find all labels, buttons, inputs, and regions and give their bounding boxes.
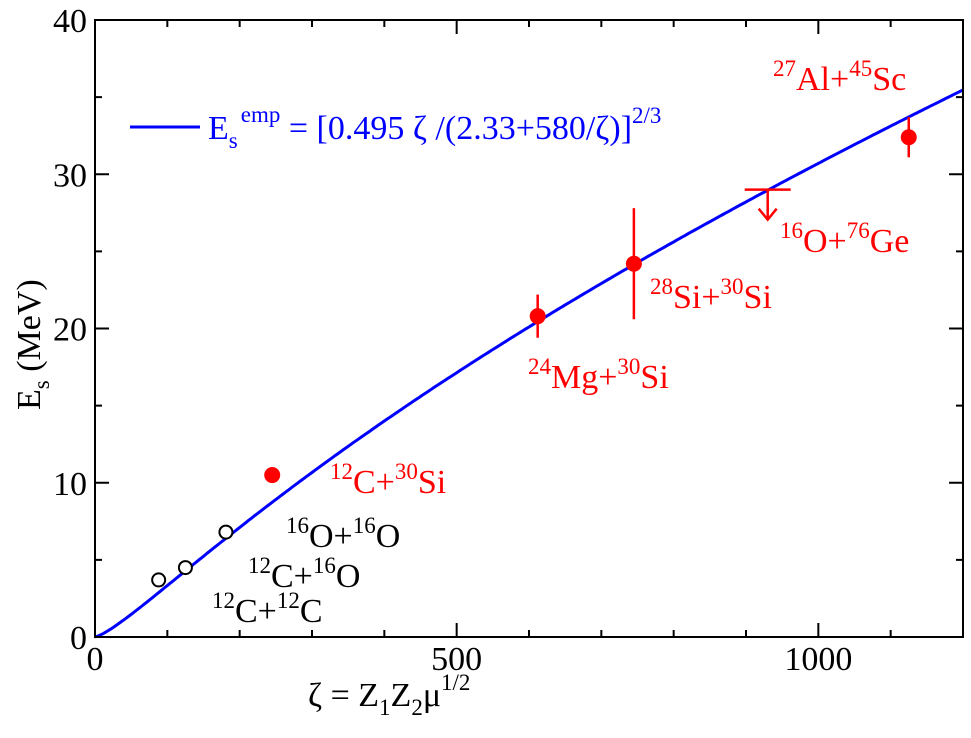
legend-formula: = [0.495 ζ /(2.33+580/ζ)] — [280, 110, 632, 147]
legend: Esemp = [0.495 ζ /(2.33+580/ζ)]2/3 — [130, 102, 661, 153]
upper-limit-arrowhead — [757, 207, 778, 222]
data-point-filled — [264, 467, 281, 484]
data-point-filled — [625, 255, 642, 272]
data-point-open — [151, 572, 167, 588]
x-title-sup: 1/2 — [441, 670, 470, 695]
y-axis-title: Es (MeV) — [11, 279, 54, 410]
data-point-filled — [900, 129, 917, 146]
legend-sub: s — [229, 128, 238, 153]
point-label: 16O+16O — [286, 513, 400, 555]
legend-text: Esemp = [0.495 ζ /(2.33+580/ζ)]2/3 — [208, 102, 661, 153]
x-title-mu: μ — [423, 677, 441, 714]
legend-sup: emp — [241, 102, 281, 127]
legend-prefix: E — [208, 110, 229, 147]
x-tick-label: 1000 — [784, 641, 852, 678]
upper-limit-label: 16O+76Ge — [780, 218, 909, 260]
point-label: 27Al+45Sc — [773, 56, 906, 98]
x-tick-label: 0 — [87, 641, 104, 678]
curve-layer — [94, 88, 964, 639]
point-label: 12C+12C — [212, 588, 323, 630]
data-point-open — [218, 524, 234, 540]
y-tick-label: 40 — [53, 3, 87, 40]
x-title-mid: Z — [391, 677, 412, 714]
y-title-main: E — [11, 389, 48, 410]
data-point-filled — [529, 308, 546, 325]
x-title-prefix: ζ = Z — [308, 677, 379, 714]
point-label: 12C+16O — [248, 553, 360, 595]
y-title-rest: (MeV) — [11, 279, 48, 380]
legend-formula-sup: 2/3 — [632, 103, 661, 128]
x-tick-label: 500 — [431, 641, 482, 678]
data-point-open — [177, 560, 193, 576]
x-title-sub1: 1 — [379, 695, 391, 720]
point-label: 28Si+30Si — [650, 274, 772, 316]
points-layer — [151, 117, 917, 588]
y-tick-label: 0 — [70, 620, 87, 657]
point-label: 12C+30Si — [330, 459, 446, 501]
y-tick-label: 30 — [53, 157, 87, 194]
point-label: 24Mg+30Si — [528, 354, 669, 396]
y-tick-label: 10 — [53, 466, 87, 503]
ticks-layer: 0 500 1000 0 10 20 30 40 — [53, 3, 964, 678]
x-title-sub2: 2 — [411, 695, 423, 720]
y-title-sub: s — [29, 380, 54, 389]
fit-curve-line — [94, 88, 964, 639]
x-axis-title: ζ = Z1Z2μ1/2 — [308, 670, 470, 720]
y-tick-label: 20 — [53, 312, 87, 349]
